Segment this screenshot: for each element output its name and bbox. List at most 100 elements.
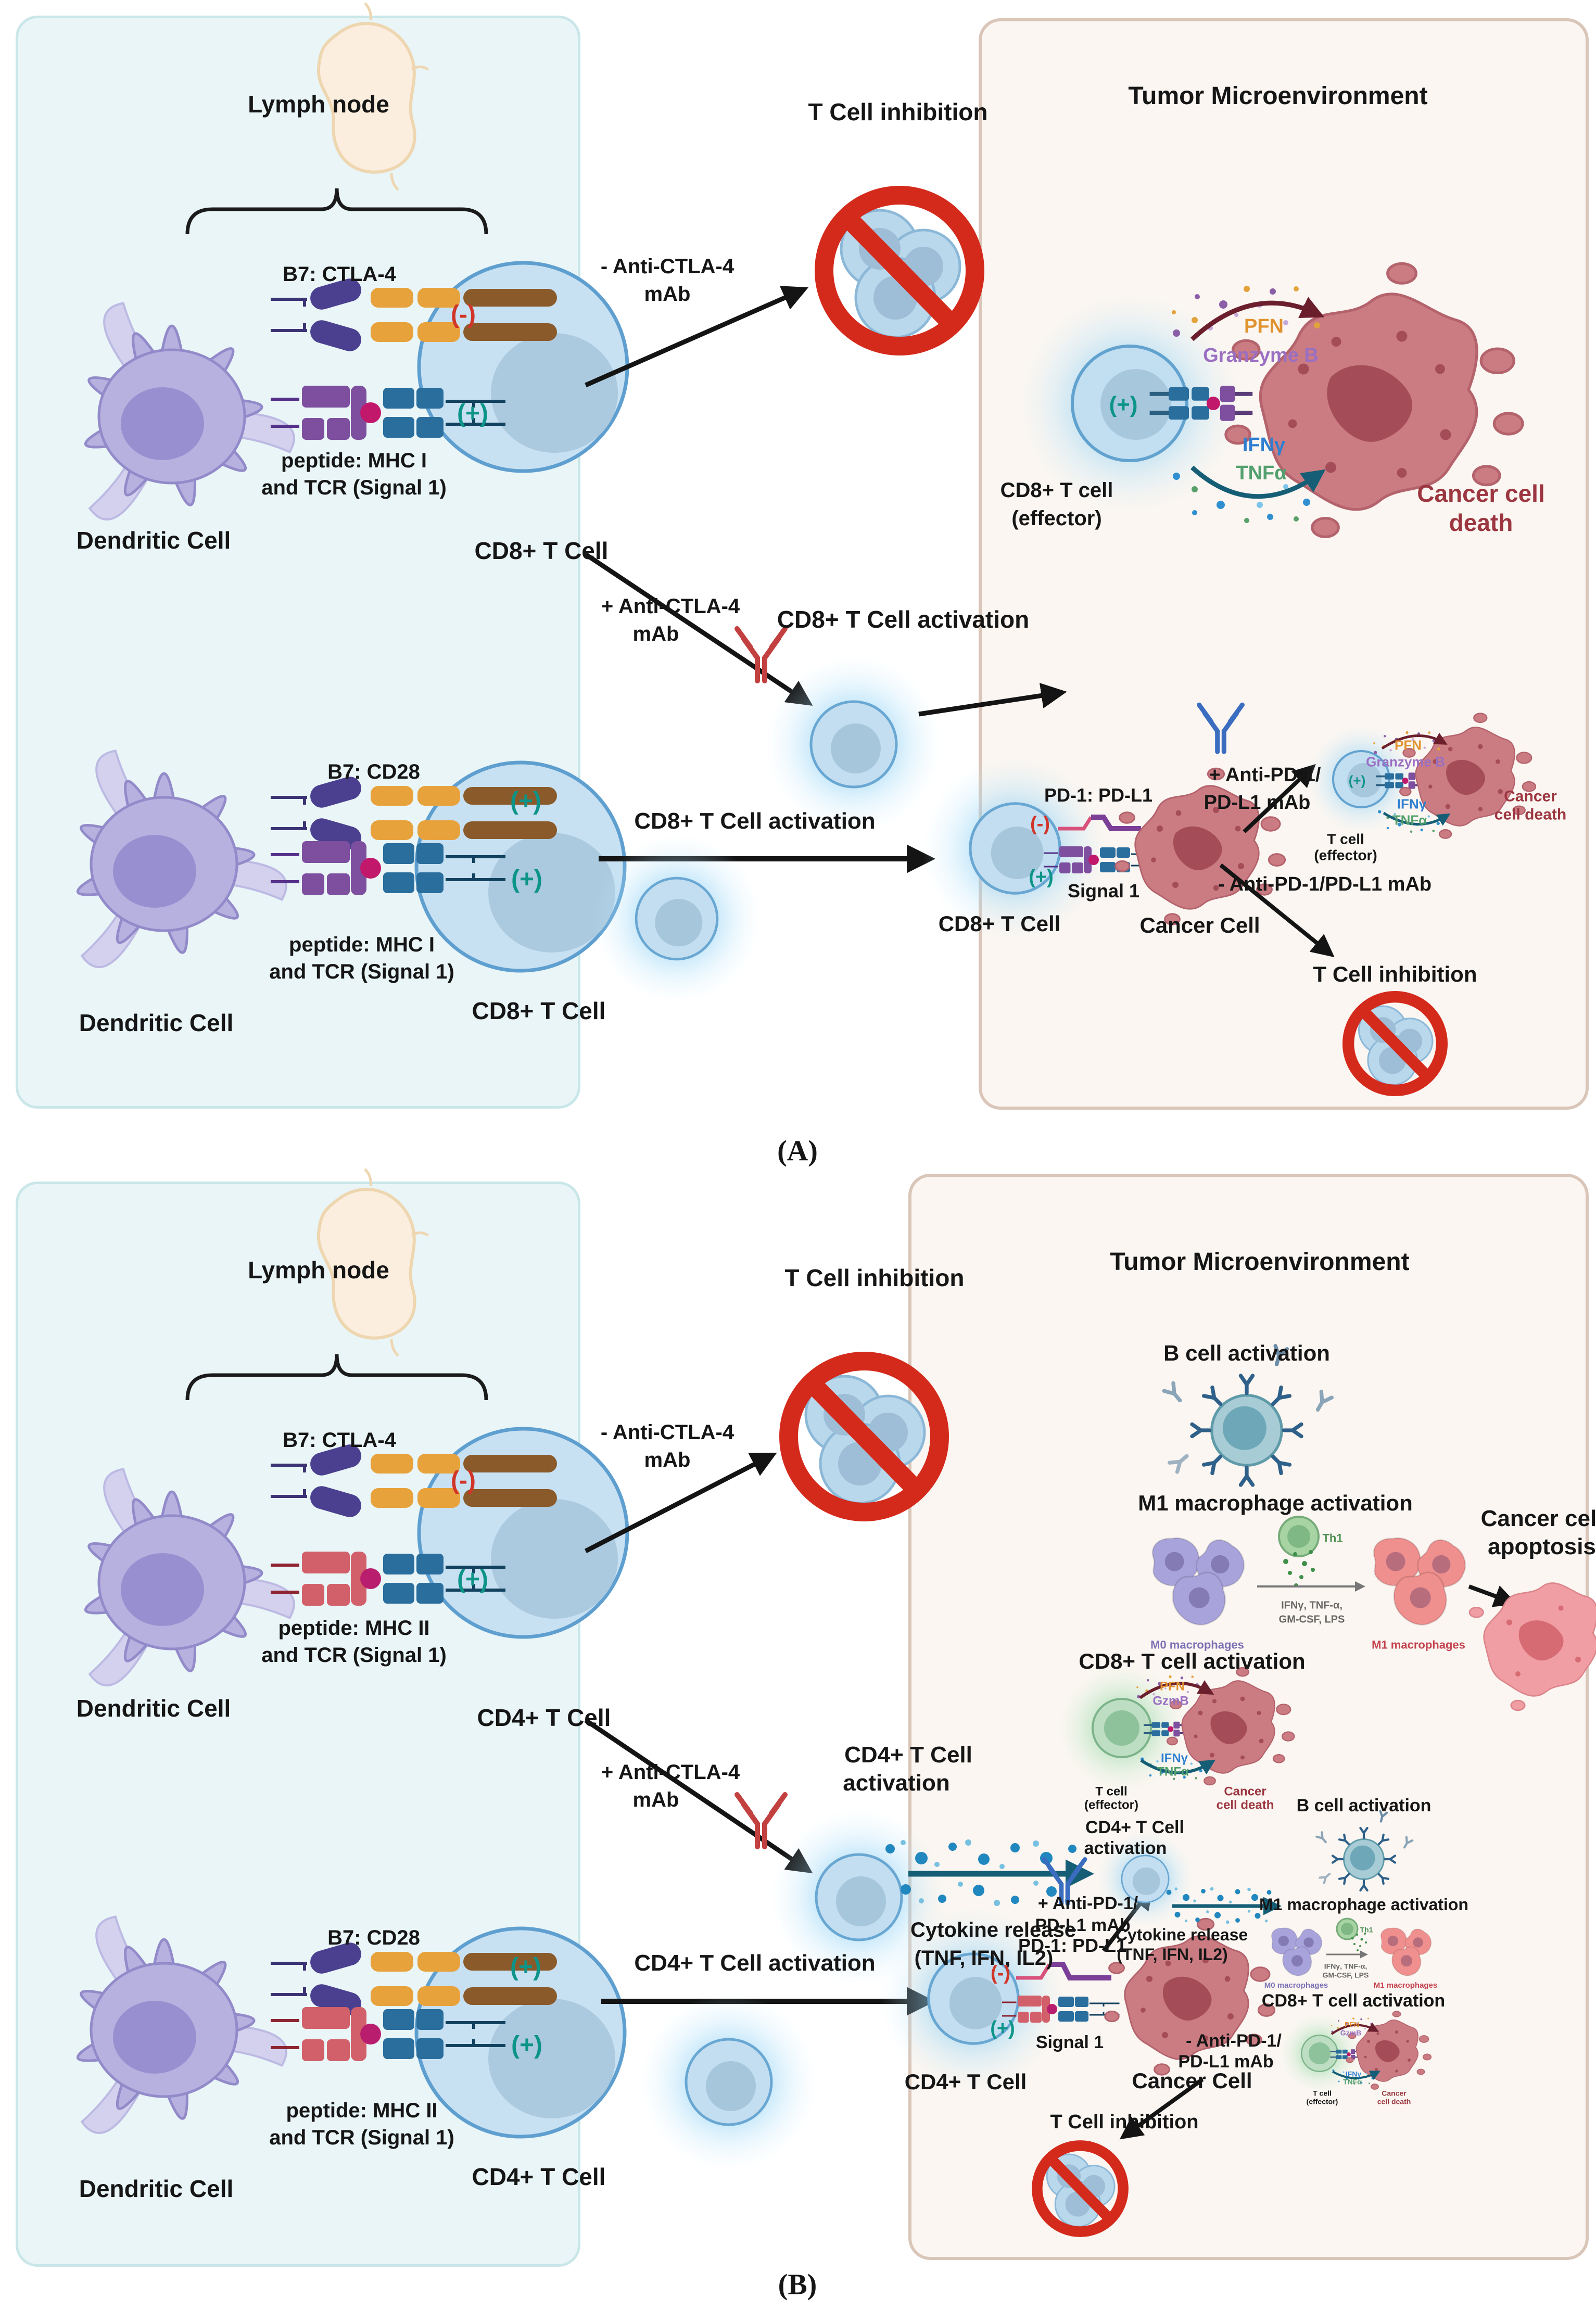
t-cell-inhibition-label: T Cell inhibition <box>1313 961 1477 986</box>
peptide-mhc-label: and TCR (Signal 1) <box>269 960 454 983</box>
yes-pd1-mab-label: PD-L1 mAb <box>1204 792 1311 814</box>
effector-cd8-label: CD8+ T cell <box>1000 479 1113 502</box>
dendritic-cell-label: Dendritic Cell <box>76 526 231 554</box>
arrow-yes-ctla4-mab <box>584 1718 813 1874</box>
th1-cell-icon <box>1278 1516 1320 1557</box>
m1-stimuli-label: IFNγ, TNF-α, <box>1324 1962 1367 1971</box>
peptide-mhc-label: and TCR (Signal 1) <box>261 476 447 499</box>
pfn-granzyme-arc <box>1139 1680 1214 1699</box>
th1-label: Th1 <box>1360 1925 1373 1934</box>
ifn-tnf-arc <box>1190 465 1326 499</box>
tnfa-label: TNFα <box>1157 1764 1189 1779</box>
ifng-label: IFNγ <box>1160 1751 1188 1766</box>
ifn-tnf-arc <box>1140 1759 1216 1775</box>
granzyme-b-label: Granzyme B <box>1203 345 1319 367</box>
effector-t-cell-label: T cell <box>1313 2089 1332 2098</box>
pfn-granzyme-arc <box>1331 2022 1379 2035</box>
cytokine-release-label: Cytokine release <box>910 1919 1076 1941</box>
tnfa-label: TNFα <box>1236 462 1287 485</box>
cytokine-release-label: (TNF, IFN, IL2) <box>1117 1945 1228 1964</box>
cancer-cell-death-label: cell death <box>1377 2097 1411 2106</box>
peptide-mhc-label: and TCR (Signal 1) <box>261 1644 447 1667</box>
lymph-node-label: Lymph node <box>248 90 389 118</box>
pfn-label: PFN <box>1345 2020 1359 2029</box>
m1-stimuli-label: IFNγ, TNF-α, <box>1281 1599 1342 1611</box>
arrow-into-tme <box>918 682 1067 717</box>
negative-signal: (-) <box>451 1466 476 1494</box>
th1-cell-icon <box>1336 1917 1359 1940</box>
lymph-node-label: Lymph node <box>248 1256 389 1284</box>
t-cell-inhibition-label: T Cell inhibition <box>784 1264 965 1291</box>
pfn-label: PFN <box>1160 1679 1185 1694</box>
b7-ctla4-label: B7: CTLA-4 <box>283 1429 396 1452</box>
b-cell-activation-label: B cell activation <box>1163 1340 1330 1365</box>
cd8-t-cell-label: CD8+ T Cell <box>474 537 609 564</box>
positive-signal: (+) <box>990 2017 1015 2040</box>
no-ctla4-mab-label: - Anti-CTLA-4 <box>600 1421 734 1444</box>
signal1-label: Signal 1 <box>1035 2033 1104 2053</box>
peptide-mhc-label: peptide: MHC II <box>286 2099 438 2122</box>
cd4-activation-label: CD4+ T Cell <box>1085 1818 1184 1838</box>
tnfa-label: TNFα <box>1392 812 1427 828</box>
m0-macrophages-label: M0 macrophages <box>1150 1638 1244 1652</box>
pd1-pdl1-label: PD-1: PD-L1 <box>1018 1935 1127 1957</box>
signal1-label: Signal 1 <box>1067 880 1140 902</box>
positive-signal: (+) <box>510 1953 541 1981</box>
tme-title: Tumor Microenvironment <box>1128 82 1428 110</box>
m0-macrophages-label: M0 macrophages <box>1264 1981 1328 1990</box>
no-pd1-mab-label: PD-L1 mAb <box>1178 2052 1274 2072</box>
effector-t-cell-label: T cell <box>1095 1784 1128 1799</box>
cd8-t-cell-label: CD8+ T Cell <box>938 911 1061 936</box>
cancer-cell-label: Cancer Cell <box>1139 912 1260 937</box>
cancer-cell-death-label: Cancer <box>1382 2089 1407 2098</box>
cd4-t-cell-label: CD4+ T Cell <box>472 2163 606 2190</box>
t-cell-inhibition-label: T Cell inhibition <box>1050 2111 1199 2133</box>
arrow-no-ctla4-mab <box>584 1452 777 1554</box>
cancer-cell-death-label: cell death <box>1216 1798 1274 1812</box>
pdl1-link <box>1091 815 1141 831</box>
cd4-t-cell-label: CD4+ T Cell <box>477 1704 611 1731</box>
negative-signal: (-) <box>1030 813 1050 835</box>
no-pd1-mab-label: - Anti-PD-1/PD-L1 mAb <box>1218 873 1432 896</box>
yes-pd1-mab-label: + Anti-PD-1/ <box>1037 1894 1138 1914</box>
tme-title: Tumor Microenvironment <box>1110 1248 1410 1276</box>
cd4-t-cell-label: CD4+ T Cell <box>904 2069 1027 2094</box>
cd4-activation-label: activation <box>843 1770 950 1796</box>
positive-signal: (+) <box>1348 772 1366 789</box>
negative-signal: (-) <box>991 1962 1010 1985</box>
yes-ctla4-mab-label: mAb <box>632 623 679 645</box>
panel-a-label: (A) <box>777 1135 818 1167</box>
positive-signal: (+) <box>510 787 541 815</box>
positive-signal: (+) <box>457 399 488 427</box>
granzyme-b-label: Granzyme B <box>1366 754 1445 770</box>
cd4-activation-label: CD4+ T Cell <box>844 1742 972 1768</box>
effector-t-cell-label: (effector) <box>1306 2097 1338 2106</box>
no-ctla4-mab-label: - Anti-CTLA-4 <box>600 255 734 278</box>
dendritic-cell-label: Dendritic Cell <box>79 2175 234 2202</box>
peptide-mhc-label: peptide: MHC I <box>281 449 427 472</box>
effector-cd8-cell-icon <box>1018 291 1242 515</box>
ifn-tnf-arc <box>1383 811 1451 826</box>
pfn-granzyme-arc <box>1381 732 1448 750</box>
dendritic-cell-label: Dendritic Cell <box>79 1009 234 1036</box>
pdl1-link <box>1049 1962 1111 1980</box>
no-pd1-mab-label: - Anti-PD-1/ <box>1186 2031 1282 2051</box>
m1-stimuli-label: GM-CSF, LPS <box>1278 1614 1345 1625</box>
yes-ctla4-mab-label: mAb <box>632 1788 679 1811</box>
effector-t-cell-icon <box>1307 725 1416 834</box>
tumor-microenvironment-box-a <box>979 18 1589 1110</box>
arrow-no-pd1-mab <box>1119 2077 1204 2140</box>
m1-activation-label: M1 macrophage activation <box>1259 1895 1468 1914</box>
m1-macrophages-label: M1 macrophages <box>1373 1981 1438 1990</box>
arrow-yes-ctla4-mab <box>584 552 813 706</box>
gzmb-label: GzmB <box>1340 2028 1362 2037</box>
peptide-mhc-label: peptide: MHC II <box>278 1617 430 1640</box>
arrow-yes-pd1-mab <box>1243 764 1316 833</box>
cd4-activation-label: CD4+ T Cell activation <box>634 1950 876 1976</box>
b-cell-activation-label: B cell activation <box>1296 1796 1432 1816</box>
yes-pd1-mab-label: PD-L1 mAb <box>1035 1915 1131 1936</box>
cancer-cell-death-label: Cancer <box>1224 1784 1266 1799</box>
cytokine-release-label: Cytokine release <box>1115 1925 1248 1945</box>
cancer-cell-death-label: Cancer <box>1504 788 1557 805</box>
